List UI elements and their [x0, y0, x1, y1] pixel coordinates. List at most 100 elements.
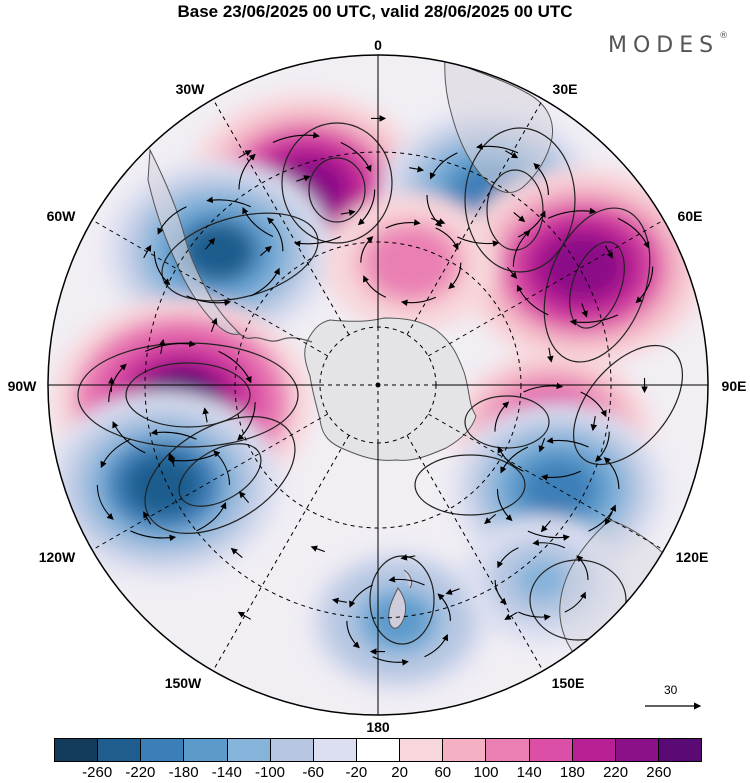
wind-arrow	[202, 407, 209, 423]
wind-arrow	[527, 530, 570, 541]
wind-arrow	[504, 150, 519, 159]
south-america-land	[147, 148, 242, 335]
wind-arrow	[512, 229, 531, 267]
label-lon-150e: 150E	[552, 675, 585, 691]
wind-arrow	[349, 584, 373, 608]
colorbar-cell	[571, 739, 615, 761]
negative-anomaly-shade	[523, 461, 594, 518]
wind-arrow	[237, 402, 256, 441]
wind-arrow	[532, 539, 566, 549]
wind-arrow	[150, 428, 197, 440]
label-lon-90e: 90E	[722, 378, 747, 394]
wind-arrow	[617, 217, 650, 249]
wind-arrow	[504, 611, 518, 620]
meridian-line	[427, 219, 665, 357]
wind-arrow	[538, 438, 546, 453]
colorbar-tick-label: -100	[254, 764, 286, 781]
wind-arrow	[250, 267, 280, 297]
meridian-line	[212, 434, 350, 672]
colorbar-tick-label: 20	[391, 764, 408, 781]
colorbar-cell	[183, 739, 227, 761]
wind-arrow	[296, 175, 311, 182]
wind-arrow	[385, 219, 421, 229]
negative-anomaly-shade	[125, 454, 202, 516]
south-pole-marker	[375, 382, 381, 388]
wind-arrow	[546, 437, 589, 448]
positive-anomaly-shade	[382, 239, 440, 286]
wind-arrow	[143, 244, 152, 259]
wind-arrow	[210, 317, 218, 332]
wind-arrow	[157, 206, 187, 235]
meridian-line	[91, 413, 329, 551]
wind-arrow	[400, 554, 416, 561]
wind-arrow	[186, 295, 232, 306]
wind-arrow	[580, 391, 607, 418]
new-zealand-land	[388, 569, 413, 629]
wind-arrow	[429, 152, 458, 180]
wind-arrow	[205, 237, 216, 250]
meridian-line	[427, 413, 665, 551]
label-lon-60e: 60E	[678, 208, 703, 224]
wind-arrow	[497, 547, 519, 569]
wind-arrow	[603, 456, 620, 490]
wind-arrow	[494, 401, 510, 432]
colorbar-tick-label: -20	[345, 764, 368, 781]
wind-arrow	[331, 597, 347, 605]
label-lon-30e: 30E	[553, 81, 578, 97]
wind-arrow	[604, 511, 613, 526]
wind-arrow	[533, 162, 549, 195]
wind-arrow	[516, 284, 549, 316]
colorbar-tick-label: -220	[125, 764, 156, 781]
wind-arrow	[547, 347, 554, 363]
wind-arrow	[293, 236, 342, 247]
wind-arrow	[400, 296, 437, 307]
colorbar-cell	[355, 739, 400, 761]
colorbar-tick-label: 60	[434, 764, 452, 781]
wind-arrow	[457, 236, 500, 247]
wind-arrow	[357, 189, 376, 226]
wind-arrow	[635, 266, 654, 304]
label-lon-30w: 30W	[176, 81, 206, 97]
wind-arrow	[506, 266, 518, 279]
wind-arrow	[547, 207, 597, 219]
brand-logo: MODES®	[608, 31, 728, 58]
wind-arrow	[435, 227, 459, 250]
wind-arrow	[238, 153, 256, 190]
wind-arrow	[237, 611, 252, 620]
colorbar-tick-label: -260	[82, 764, 113, 781]
wind-arrow	[388, 576, 425, 586]
wind-arrow	[517, 210, 546, 238]
wind-arrow	[96, 485, 114, 520]
label-lon-120w: 120W	[39, 549, 76, 565]
reference-vector-label: 30	[664, 683, 678, 697]
wind-arrow	[143, 511, 152, 525]
wind-arrow	[496, 489, 513, 522]
map-disk	[48, 55, 708, 715]
label-lon-120e: 120E	[676, 549, 709, 565]
wind-arrow	[588, 504, 616, 532]
wind-arrow	[445, 588, 460, 595]
wind-arrow	[267, 217, 284, 252]
wind-arrow	[360, 236, 374, 263]
colorbar-cell	[614, 739, 658, 761]
wind-arrow	[500, 446, 529, 474]
colorbar-cell	[97, 739, 141, 761]
wind-arrow	[218, 350, 252, 384]
colorbar-cell	[657, 739, 702, 761]
label-lon-90w: 90W	[8, 378, 38, 394]
colorbar-tick-label: -180	[168, 764, 199, 781]
wind-arrow	[363, 275, 387, 298]
meridian-line	[212, 98, 350, 336]
meridian-line	[406, 98, 544, 336]
wind-arrow	[346, 620, 360, 649]
wind-arrow	[272, 132, 320, 143]
label-lon-0: 0	[374, 37, 382, 53]
label-lon-60w: 60W	[47, 208, 77, 224]
wind-arrow	[372, 656, 409, 666]
wind-streamlines	[96, 115, 654, 666]
contour-lines	[77, 122, 684, 645]
wind-arrow	[590, 416, 598, 432]
wind-arrow	[424, 633, 449, 658]
wind-arrow	[100, 438, 131, 469]
